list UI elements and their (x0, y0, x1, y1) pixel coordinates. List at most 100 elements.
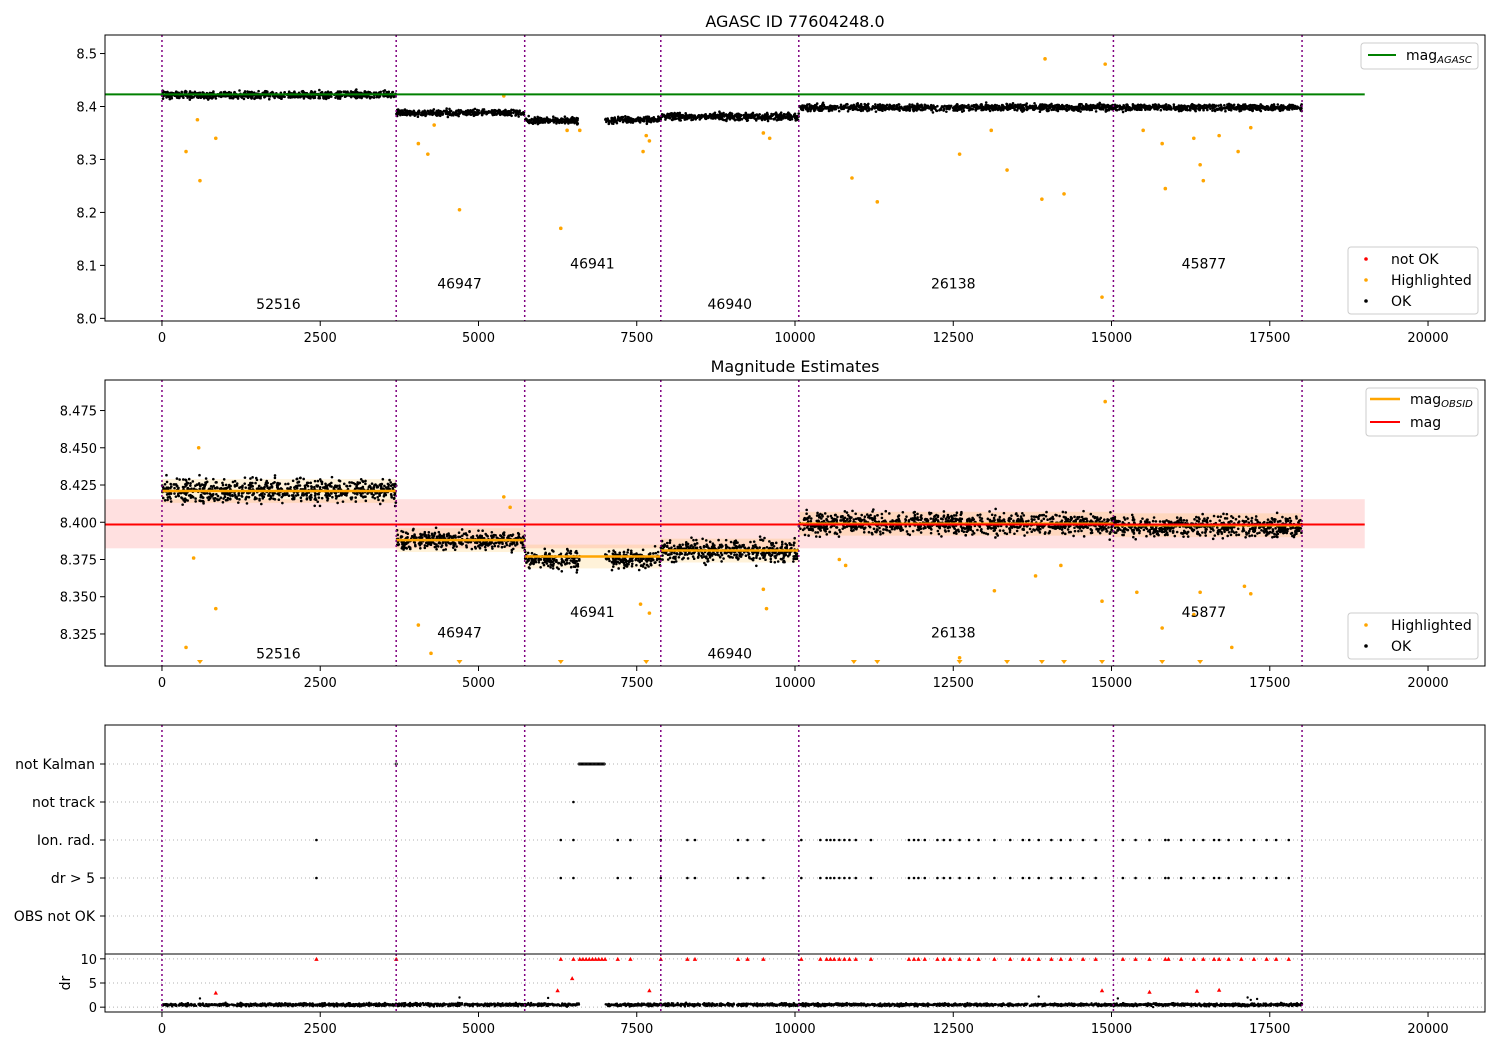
ok-point (389, 481, 392, 484)
ok-point (240, 96, 243, 99)
ok-point (673, 112, 676, 115)
ok-point (867, 106, 870, 109)
ok-point (400, 536, 403, 539)
x-tick-label: 20000 (1407, 331, 1448, 346)
ok-point (315, 484, 318, 487)
ok-point (200, 96, 203, 99)
ok-point (435, 527, 438, 530)
ok-point (473, 114, 476, 117)
ok-point (458, 112, 461, 115)
ok-point (1252, 107, 1255, 110)
ok-point (280, 487, 283, 490)
ok-point (266, 485, 269, 488)
ok-point (268, 493, 271, 496)
ok-point (238, 498, 241, 501)
ok-point (217, 499, 220, 502)
ok-point (772, 118, 775, 121)
ok-point (274, 474, 277, 477)
ok-point (963, 104, 966, 107)
ok-point (414, 545, 417, 548)
ok-point (254, 498, 257, 501)
ok-point (622, 119, 625, 122)
ok-point (281, 502, 284, 505)
ok-point (392, 91, 395, 94)
ok-point (858, 109, 861, 112)
ok-point (1255, 107, 1258, 110)
highlighted-point (1236, 150, 1240, 154)
ok-point (1136, 106, 1139, 109)
ok-point (984, 106, 987, 109)
ok-point (168, 493, 171, 496)
ok-point (306, 497, 309, 500)
ok-point (495, 536, 498, 539)
ok-point (268, 487, 271, 490)
ok-point (452, 546, 455, 549)
ok-point (397, 113, 400, 116)
ok-point (747, 119, 750, 122)
ok-point (604, 118, 607, 121)
ok-point (340, 91, 343, 94)
ok-point (511, 535, 514, 538)
ok-point (860, 103, 863, 106)
ok-point (664, 118, 667, 121)
ok-point (420, 534, 423, 537)
ok-point (1276, 103, 1279, 106)
agasc-y-axis: 8.08.18.28.38.48.5 (76, 48, 105, 328)
ok-point (733, 115, 736, 118)
agasc-plot-frame (105, 35, 1485, 321)
ok-point (630, 120, 633, 123)
ok-point (234, 484, 237, 487)
ok-point (1293, 105, 1296, 108)
ok-point (502, 113, 505, 116)
ok-point (471, 109, 474, 112)
agasc-legend-bottom: not OK Highlighted OK (1348, 247, 1478, 314)
ok-point (959, 105, 962, 108)
ok-point (181, 503, 184, 506)
ok-point (1256, 105, 1259, 108)
highlighted-point (214, 136, 218, 140)
ok-point (925, 106, 928, 109)
ok-point (243, 482, 246, 485)
ok-point (1105, 109, 1108, 112)
ok-point (1095, 110, 1098, 113)
ok-point (335, 497, 338, 500)
ok-point (895, 104, 898, 107)
ok-point (930, 106, 933, 109)
ok-point (1260, 110, 1263, 113)
ok-point (324, 494, 327, 497)
ok-point (722, 114, 725, 117)
ok-point (1178, 107, 1181, 110)
ok-point (570, 552, 573, 555)
ok-point (440, 113, 443, 116)
ok-point (772, 114, 775, 117)
ok-point (1132, 103, 1135, 106)
ok-point (557, 568, 560, 571)
ok-point (1219, 108, 1222, 111)
ok-point (1100, 103, 1103, 106)
ok-point (979, 104, 982, 107)
ok-point (484, 549, 487, 552)
ok-point (1213, 104, 1216, 107)
ok-point (909, 105, 912, 108)
ok-point (1266, 105, 1269, 108)
ok-point (1178, 110, 1181, 113)
ok-point (374, 497, 377, 500)
ok-point (1013, 108, 1016, 111)
ok-point (1211, 106, 1214, 109)
ok-point (576, 569, 579, 572)
ok-point (875, 110, 878, 113)
ok-point (803, 105, 806, 108)
ok-point (326, 499, 329, 502)
ok-point (296, 487, 299, 490)
ok-point (787, 111, 790, 114)
ok-point (1079, 104, 1082, 107)
ok-point (424, 544, 427, 547)
ok-point (169, 483, 172, 486)
ok-point (354, 492, 357, 495)
ok-point (224, 493, 227, 496)
ok-point (300, 496, 303, 499)
ok-point (325, 486, 328, 489)
ok-point (1224, 110, 1227, 113)
ok-point (537, 119, 540, 122)
